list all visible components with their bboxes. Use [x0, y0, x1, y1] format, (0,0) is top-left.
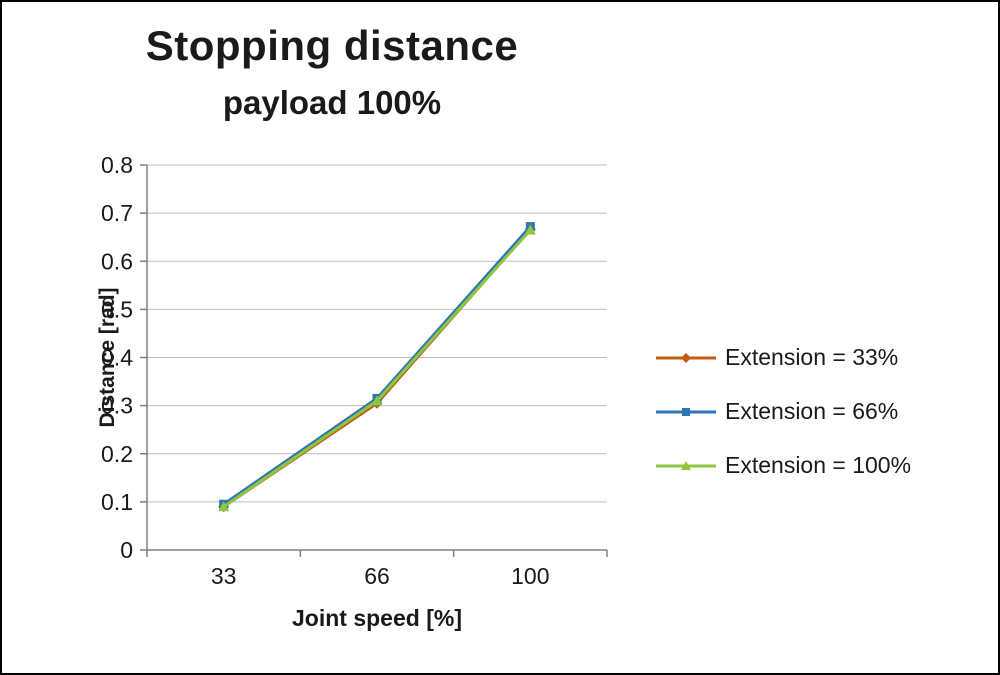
y-tick-label: 0.6	[101, 248, 133, 274]
gridlines	[147, 164, 607, 551]
chart-title: Stopping distance	[145, 22, 519, 69]
y-tick-label: 0.5	[101, 296, 133, 322]
y-tick-label: 0.4	[101, 345, 133, 371]
y-axis-title: Distance [rad]	[96, 287, 119, 427]
y-tick-label: 0.2	[101, 441, 133, 467]
legend-item: Extension = 33%	[654, 344, 911, 371]
series-extension-66	[219, 222, 535, 509]
legend-label: Extension = 66%	[725, 398, 899, 424]
legend-label: Extension = 100%	[725, 452, 912, 478]
chart-subtitle: payload 100%	[222, 84, 442, 121]
axes: 0 0.1 0.2 0.3 0.4 0.5 0.6 0.7 0.8 33 66 100	[101, 152, 608, 589]
legend-label: Extension = 33%	[725, 344, 899, 370]
diamond-legend-marker-icon	[656, 352, 716, 363]
x-tick-label: 100	[511, 563, 549, 589]
square-legend-marker-icon	[656, 407, 716, 416]
y-tick-label: 0.8	[101, 152, 133, 178]
series-extension-100	[218, 224, 536, 512]
legend-item: Extension = 100%	[654, 452, 911, 479]
x-axis-title: Joint speed [%]	[292, 605, 462, 631]
y-tick-label: 0	[120, 537, 133, 563]
x-tick-label: 66	[364, 563, 390, 589]
x-tick-label: 33	[211, 563, 237, 589]
legend: Extension = 33% Extension = 66% Extension …	[654, 344, 911, 479]
legend-item: Extension = 66%	[654, 398, 911, 425]
series-extension-33	[218, 223, 536, 513]
y-tick-label: 0.1	[101, 489, 133, 515]
triangle-legend-marker-icon	[656, 460, 716, 470]
y-tick-label: 0.7	[101, 200, 133, 226]
y-tick-label: 0.3	[101, 393, 133, 419]
